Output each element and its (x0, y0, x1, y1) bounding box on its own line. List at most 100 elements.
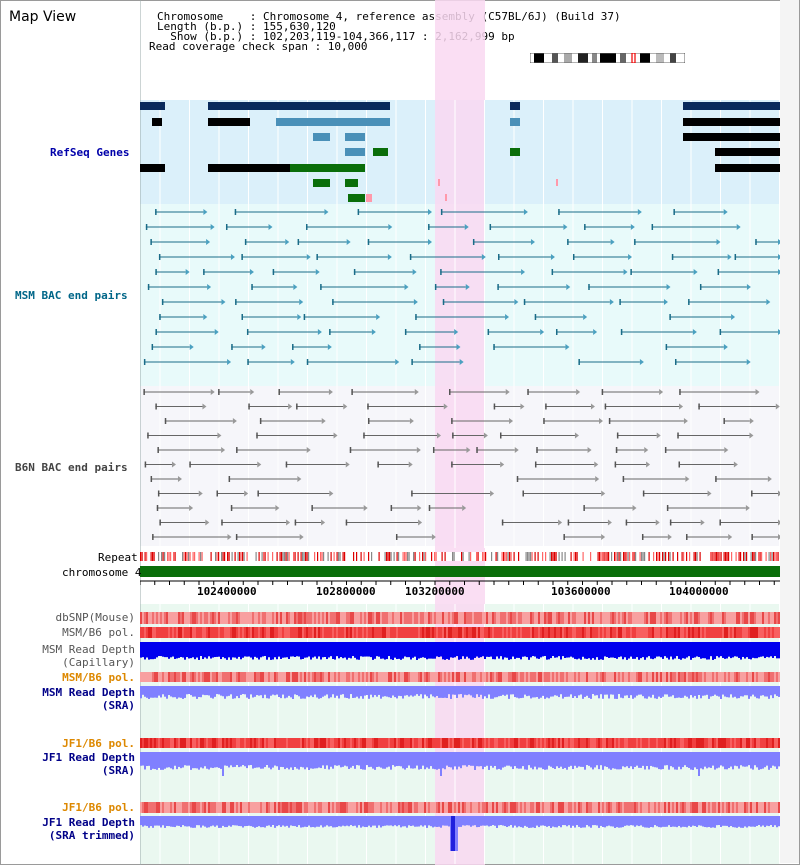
heat-cell (764, 612, 766, 624)
heat-cell (172, 612, 174, 624)
depth-bar (606, 752, 608, 767)
depth-bar (260, 642, 262, 658)
heat-cell (202, 672, 204, 682)
depth-bar (654, 642, 656, 659)
depth-bar (634, 816, 636, 827)
genome-plot[interactable] (140, 0, 780, 865)
heat-cell (440, 802, 442, 813)
bac-end-arrow (490, 490, 495, 497)
heat-cell (442, 802, 444, 813)
heat-cell (158, 612, 160, 624)
bac-end (259, 418, 262, 424)
depth-bar (332, 686, 334, 695)
heat-cell (580, 802, 582, 813)
heat-cell (516, 738, 518, 748)
depth-bar (620, 642, 622, 657)
depth-bar (608, 752, 610, 769)
depth-bar (664, 752, 666, 766)
repeat-mark (164, 552, 166, 561)
heat-cell (546, 612, 548, 624)
depth-bar (766, 686, 768, 697)
heat-cell (458, 627, 460, 638)
heat-cell (224, 802, 226, 813)
depth-bar (392, 752, 394, 766)
heat-cell (526, 672, 528, 682)
heat-cell (142, 672, 144, 682)
bac-end (158, 254, 161, 260)
heat-cell (482, 612, 484, 624)
heat-cell (352, 612, 354, 624)
heat-cell (464, 612, 466, 624)
depth-bar (490, 816, 492, 826)
depth-bar (358, 686, 360, 699)
bac-end-arrow (459, 359, 464, 365)
depth-bar (378, 816, 380, 826)
heat-cell (444, 738, 446, 748)
depth-bar (732, 752, 734, 770)
heat-cell (602, 672, 604, 682)
heat-cell (758, 627, 760, 638)
heat-cell (142, 612, 144, 624)
depth-bar (174, 686, 176, 698)
depth-bar (434, 816, 436, 827)
depth-bar (748, 686, 750, 699)
repeat-mark (752, 552, 754, 561)
depth-bar (190, 752, 192, 770)
depth-bar (566, 686, 568, 697)
heat-cell (748, 672, 750, 682)
heat-cell (290, 802, 292, 813)
depth-bar (772, 816, 774, 827)
depth-bar (150, 816, 152, 827)
depth-bar (182, 642, 184, 658)
heat-cell (506, 612, 508, 624)
depth-bar (488, 752, 490, 770)
heat-cell (552, 738, 554, 748)
depth-bar (766, 816, 768, 826)
bac-end (651, 224, 654, 230)
heat-cell (268, 627, 270, 638)
heat-cell (724, 738, 726, 748)
bac-end-arrow (595, 476, 600, 482)
heat-cell (632, 627, 634, 638)
depth-bar (434, 752, 436, 770)
depth-bar (542, 686, 544, 696)
heat-cell (774, 627, 776, 638)
depth-bar (656, 816, 658, 827)
depth-bar (378, 642, 380, 657)
bac-end (248, 403, 250, 410)
depth-bar (414, 686, 416, 696)
heat-cell (772, 672, 774, 682)
heat-cell (428, 672, 430, 682)
depth-bar (530, 816, 532, 828)
heat-cell (336, 802, 338, 813)
heat-cell (670, 802, 672, 813)
depth-bar (236, 816, 238, 826)
heat-cell (200, 802, 202, 813)
heat-cell (410, 627, 412, 638)
depth-bar (300, 752, 302, 767)
depth-bar (594, 686, 596, 696)
heat-cell (690, 612, 692, 624)
heat-cell (568, 627, 570, 638)
heat-cell (470, 738, 472, 748)
depth-bar (684, 752, 686, 766)
heat-cell (728, 627, 730, 638)
heat-cell (470, 612, 472, 624)
bac-end (440, 269, 442, 275)
depth-bar (726, 642, 728, 659)
heat-cell (590, 612, 592, 624)
chromosome-ideogram[interactable] (530, 53, 685, 63)
heat-cell (766, 802, 768, 813)
bac-end (563, 534, 565, 540)
depth-bar (540, 752, 542, 768)
repeat-mark (506, 552, 508, 561)
heat-cell (618, 738, 620, 748)
depth-bar (550, 686, 552, 697)
heat-cell (502, 627, 504, 638)
depth-bar (170, 752, 172, 769)
depth-bar (642, 752, 644, 766)
heat-cell (530, 612, 532, 624)
heat-cell (654, 738, 656, 748)
depth-bar (642, 686, 644, 697)
depth-bar (230, 686, 232, 695)
